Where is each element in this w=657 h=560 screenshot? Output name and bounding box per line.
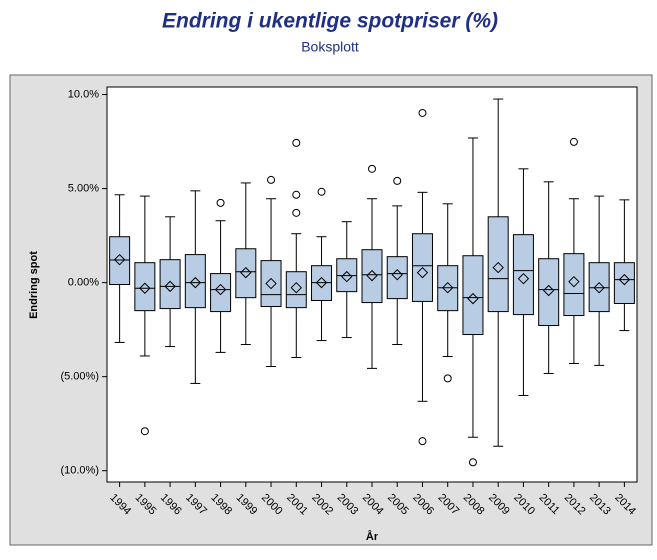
box [563, 253, 585, 317]
outlier [216, 198, 225, 207]
box [184, 254, 206, 309]
mean-marker [391, 269, 403, 281]
outlier [418, 437, 427, 446]
box [462, 255, 484, 336]
outlier [292, 208, 301, 217]
box [512, 234, 534, 316]
box [109, 236, 131, 286]
chart-subtitle: Boksplott [301, 39, 359, 55]
mean-marker [189, 276, 202, 289]
box [159, 259, 181, 310]
outlier [468, 458, 477, 467]
mean-marker [265, 277, 277, 290]
mean-marker [542, 284, 555, 297]
mean-marker [315, 276, 328, 289]
box [588, 262, 610, 313]
y-axis-label: Endring spot [28, 251, 40, 319]
outlier [418, 108, 427, 117]
mean-marker [113, 253, 126, 266]
mean-marker [618, 273, 631, 286]
mean-marker [341, 270, 353, 283]
mean-marker [416, 266, 429, 279]
box [235, 248, 257, 299]
chart-title: Endring i ukentlige spotpriser (%) [162, 10, 498, 33]
y-tick-label: 5.00% [68, 182, 99, 194]
outlier [393, 176, 402, 185]
mean-marker [517, 272, 530, 285]
mean-marker [442, 281, 454, 294]
outlier [368, 164, 376, 173]
outlier [292, 190, 301, 199]
box [613, 262, 635, 304]
box [538, 258, 560, 327]
mean-marker [139, 282, 151, 294]
y-tick-label: (10.0%) [60, 465, 99, 477]
outlier [292, 138, 301, 147]
box [260, 260, 282, 308]
mean-marker [214, 283, 227, 296]
mean-marker [240, 266, 252, 279]
y-tick-label: 10.0% [68, 88, 99, 100]
y-tick-label: 0.00% [68, 277, 99, 289]
mean-marker [568, 275, 580, 288]
outlier [317, 187, 326, 196]
y-tick-label: (5.00%) [60, 371, 99, 383]
box [386, 256, 408, 300]
mean-marker [290, 281, 302, 294]
outlier [267, 175, 276, 184]
box [487, 216, 509, 313]
mean-marker [492, 261, 504, 274]
mean-marker [164, 280, 176, 293]
box [134, 262, 156, 312]
mean-marker [366, 269, 378, 282]
outlier [443, 374, 452, 383]
box [285, 271, 307, 309]
outlier [569, 137, 578, 146]
box [210, 273, 232, 313]
mean-marker [467, 292, 479, 305]
box [361, 249, 383, 304]
mean-marker [593, 281, 605, 294]
outlier [140, 427, 149, 436]
x-axis-label: År [366, 530, 379, 543]
